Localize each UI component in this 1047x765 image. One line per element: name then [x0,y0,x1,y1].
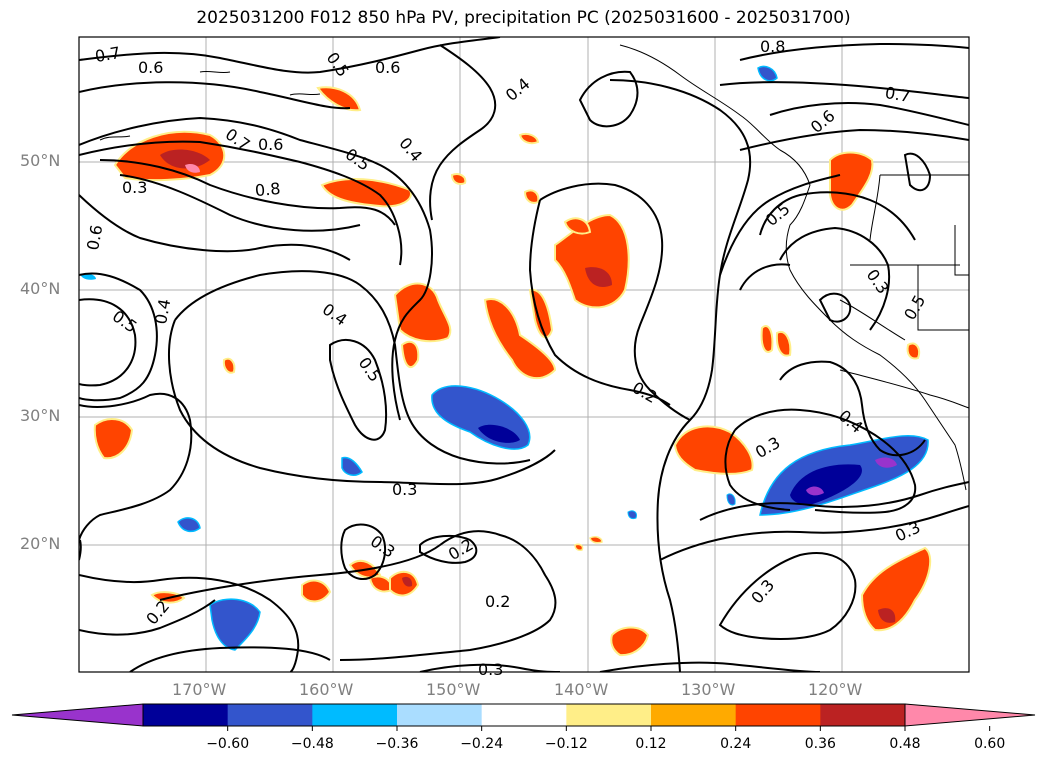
colorbar-tick-label: 0.24 [720,736,752,752]
lon-label-170w: 170°W [172,680,227,699]
colorbar-tick-label: 0.60 [974,736,1006,752]
map-frame [78,36,970,673]
lon-label-160w: 160°W [299,680,354,699]
contour-label: 0.8 [254,178,282,201]
lat-label-50n: 50°N [20,151,61,170]
lat-label-40n: 40°N [20,279,61,298]
colorbar-segment [227,704,313,726]
colorbar-segment [566,704,652,726]
lon-label-130w: 130°W [681,680,736,699]
colorbar-tick-label: −0.48 [290,736,334,752]
contour-label: 0.8 [760,37,786,56]
colorbar-tick-label: 0.48 [889,736,921,752]
colorbar-tick-label: −0.12 [544,736,588,752]
colorbar-tick-label: 0.36 [804,736,836,752]
lat-label-30n: 30°N [20,406,61,425]
colorbar-segment [397,704,483,726]
colorbar-tick-label: −0.60 [206,736,250,752]
contour-label: 0.3 [478,660,504,679]
colorbar-tick-label: −0.24 [460,736,504,752]
colorbar-tick-label: −0.36 [375,736,419,752]
coastlines [99,44,969,491]
neg-blob-south [209,598,261,651]
pv-contours [79,37,969,672]
colorbar-tick-label: 0.12 [635,736,667,752]
contour-label: 0.3 [392,480,418,499]
colorbar-segment [481,704,567,726]
gridlines [79,37,969,672]
contour-label: 0.6 [258,135,284,154]
colorbar-segment [312,704,398,726]
negative-anomaly-areas [80,65,929,651]
map-panel [78,36,970,673]
contour-label: 0.6 [375,58,401,77]
contour-label: 0.2 [485,592,511,611]
colorbar-segment [143,704,229,726]
colorbar-segment [651,704,737,726]
colorbar-extend-high [904,703,1036,727]
colorbar-extend-low [11,703,144,727]
positive-anomaly-areas [93,86,932,657]
colorbar-segment [735,704,821,726]
lat-label-20n: 20°N [20,534,61,553]
lon-label-150w: 150°W [426,680,481,699]
map-title: 2025031200 F012 850 hPa PV, precipitatio… [196,8,851,28]
contour-label: 0.6 [138,58,164,77]
contour-label: 0.3 [122,178,148,197]
colorbar-segment [820,704,906,726]
lon-label-140w: 140°W [554,680,609,699]
colorbar-frame [142,703,906,727]
lon-label-120w: 120°W [808,680,863,699]
